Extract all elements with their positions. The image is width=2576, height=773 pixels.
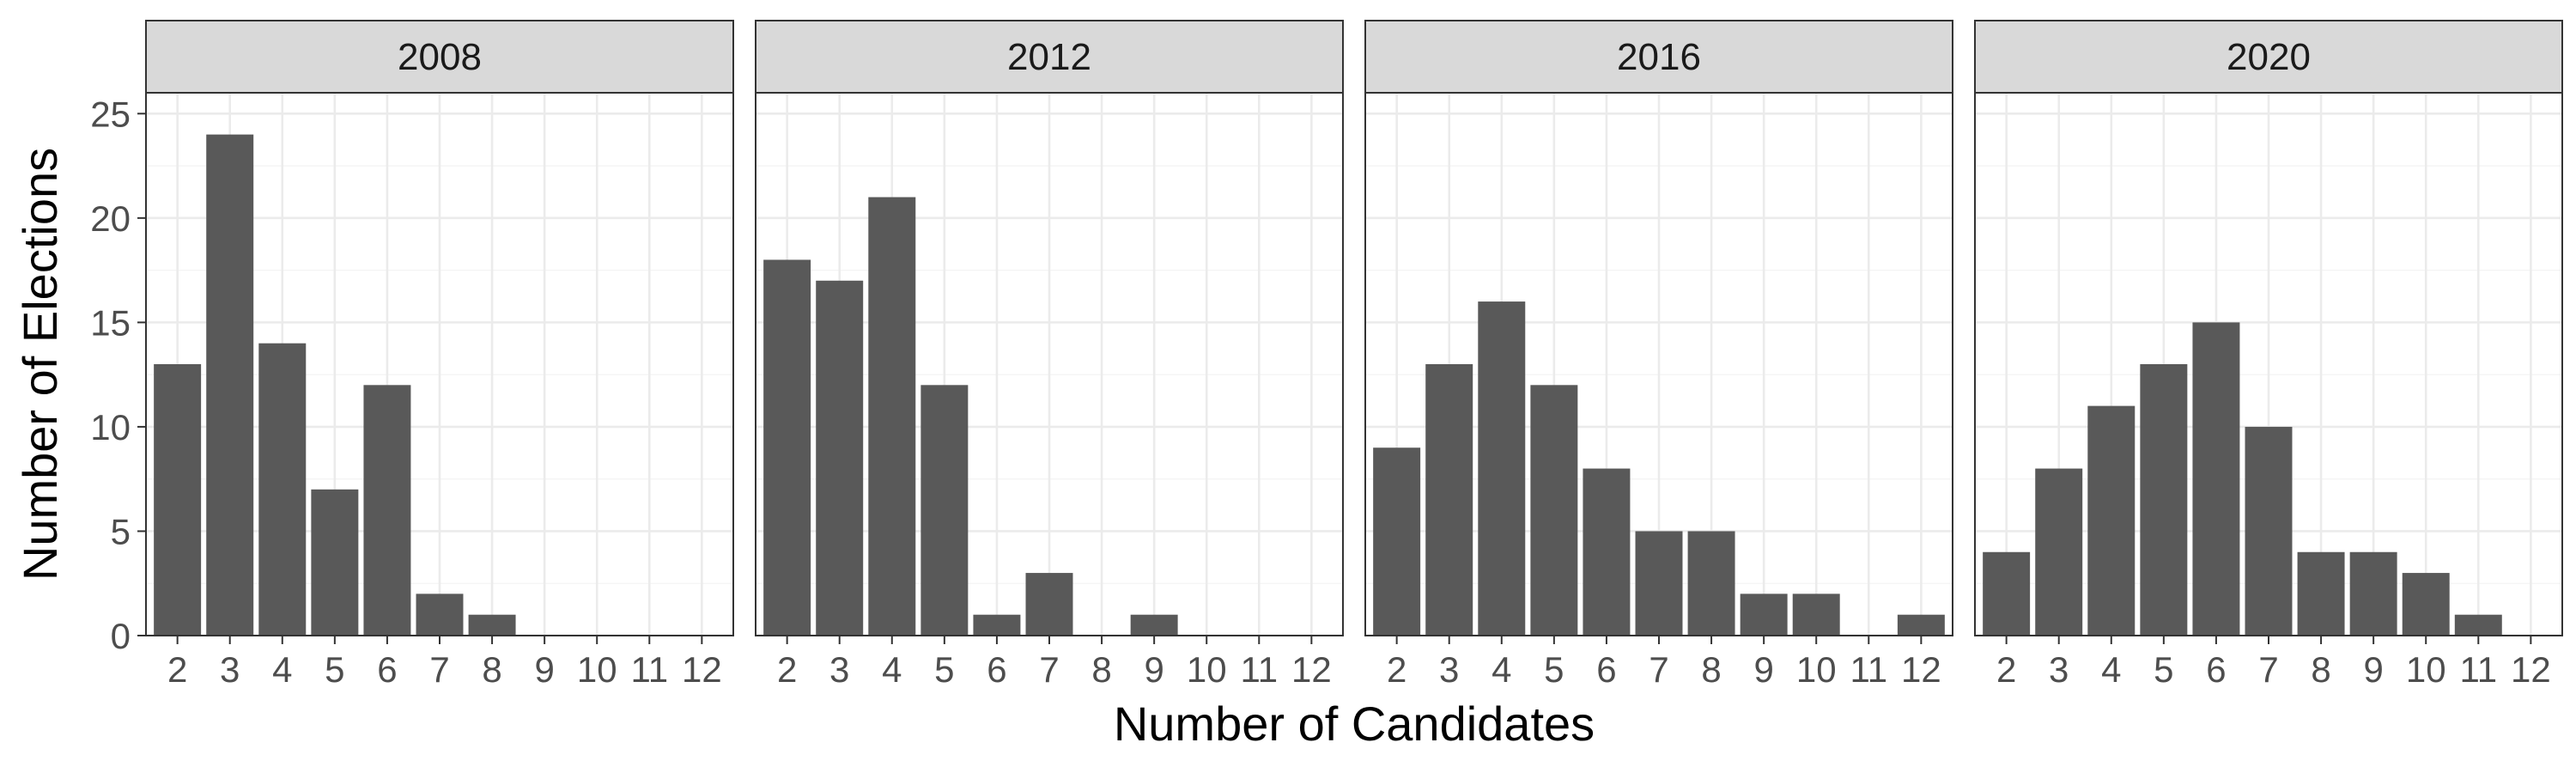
bar-2020-7 [2245, 426, 2293, 636]
facet-panel-2016: 2016 2 3 4 5 6 7 8 9 10 11 12 [1364, 20, 1953, 690]
x-tick-label: 5 [934, 649, 954, 690]
y-tick-label: 0 [111, 616, 131, 656]
facet-strip-label: 2008 [398, 36, 482, 78]
x-tick-label: 7 [1039, 649, 1059, 690]
x-tick-label: 5 [325, 649, 344, 690]
facet-strip-label: 2012 [1007, 36, 1091, 78]
bar-2020-6 [2192, 322, 2240, 636]
x-tick-label: 6 [987, 649, 1006, 690]
x-tick-label: 2 [1996, 649, 2016, 690]
bar-2020-8 [2297, 551, 2345, 636]
y-tick-label: 15 [90, 302, 131, 343]
x-tick-label: 12 [682, 649, 722, 690]
bar-2008-3 [206, 134, 254, 636]
y-axis-title: Number of Elections [13, 148, 67, 581]
bar-2016-3 [1425, 364, 1473, 636]
bar-2016-12 [1897, 614, 1945, 636]
x-tick-label: 11 [1850, 649, 1887, 690]
y-tick-label: 10 [90, 407, 131, 447]
x-tick-label: 8 [482, 649, 501, 690]
bar-2008-7 [416, 593, 464, 636]
x-tick-label: 2 [167, 649, 187, 690]
x-tick-label: 10 [1796, 649, 1837, 690]
bar-2008-6 [363, 385, 411, 636]
x-tick-label: 5 [1544, 649, 1564, 690]
x-tick-label: 12 [2511, 649, 2551, 690]
x-tick-label: 8 [2311, 649, 2330, 690]
bar-2012-3 [816, 280, 864, 636]
bar-2020-2 [1983, 551, 2031, 636]
x-tick-label: 6 [1596, 649, 1616, 690]
bar-2016-2 [1373, 447, 1421, 636]
bar-2016-5 [1530, 385, 1578, 636]
x-tick-label: 4 [2101, 649, 2121, 690]
x-tick-label: 7 [429, 649, 449, 690]
x-tick-label: 10 [577, 649, 617, 690]
facet-strip-label: 2016 [1617, 36, 1701, 78]
facet-panel-2008: 2008 2 3 4 5 6 7 8 9 10 11 12 [145, 20, 734, 690]
bar-2020-9 [2349, 551, 2397, 636]
x-tick-label: 9 [1753, 649, 1773, 690]
x-tick-label: 8 [1701, 649, 1721, 690]
bar-2020-3 [2035, 468, 2083, 636]
bar-2016-4 [1478, 301, 1526, 636]
bar-2016-6 [1583, 468, 1631, 636]
bar-2008-5 [311, 489, 359, 636]
x-tick-label: 4 [1492, 649, 1511, 690]
x-tick-label: 5 [2154, 649, 2173, 690]
x-tick-label: 3 [2049, 649, 2069, 690]
x-tick-label: 12 [1291, 649, 1332, 690]
bar-2020-4 [2087, 405, 2136, 636]
bar-2020-5 [2140, 364, 2188, 636]
bar-2016-10 [1792, 593, 1840, 636]
facet-panel-2020: 2020 2 3 4 5 6 7 8 9 10 11 12 [1974, 20, 2563, 690]
bar-2020-10 [2402, 573, 2450, 636]
y-tick-label: 25 [90, 94, 131, 134]
x-axis-title: Number of Candidates [1114, 697, 1595, 751]
x-tick-label: 2 [1387, 649, 1406, 690]
x-tick-label: 7 [1649, 649, 1668, 690]
bar-2016-9 [1740, 593, 1788, 636]
x-tick-label: 4 [272, 649, 292, 690]
bar-2012-5 [920, 385, 969, 636]
bar-2008-2 [154, 364, 202, 636]
bar-2012-7 [1025, 573, 1073, 636]
bar-2020-11 [2454, 614, 2502, 636]
x-tick-label: 11 [1240, 649, 1278, 690]
bar-2016-8 [1687, 531, 1735, 636]
x-tick-label: 10 [2406, 649, 2446, 690]
bar-2012-9 [1130, 614, 1178, 636]
x-tick-label: 3 [220, 649, 240, 690]
bar-2012-2 [763, 259, 811, 636]
x-tick-label: 9 [2363, 649, 2383, 690]
facet-panel-2012: 2012 2 3 4 5 6 7 8 9 10 11 12 [755, 20, 1344, 690]
x-tick-label: 11 [2459, 649, 2497, 690]
y-tick-label: 20 [90, 198, 131, 239]
x-tick-label: 11 [630, 649, 668, 690]
x-tick-label: 3 [1439, 649, 1459, 690]
x-tick-label: 9 [1144, 649, 1163, 690]
facet-strip [145, 20, 734, 94]
facet-strip-label: 2020 [2227, 36, 2311, 78]
x-tick-label: 9 [534, 649, 554, 690]
x-tick-label: 10 [1187, 649, 1227, 690]
x-tick-label: 12 [1901, 649, 1941, 690]
bar-2008-4 [258, 343, 307, 636]
x-tick-label: 3 [829, 649, 849, 690]
x-tick-label: 4 [882, 649, 902, 690]
y-axis: 0 5 10 15 20 25 [90, 94, 146, 656]
x-tick-label: 7 [2258, 649, 2278, 690]
x-tick-label: 2 [777, 649, 797, 690]
bar-2016-7 [1635, 531, 1683, 636]
x-tick-label: 6 [2206, 649, 2226, 690]
bar-2008-8 [468, 614, 516, 636]
bar-2012-4 [868, 197, 916, 636]
x-tick-label: 6 [377, 649, 397, 690]
y-tick-label: 5 [111, 511, 131, 551]
bar-2012-6 [973, 614, 1021, 636]
x-tick-label: 8 [1091, 649, 1111, 690]
